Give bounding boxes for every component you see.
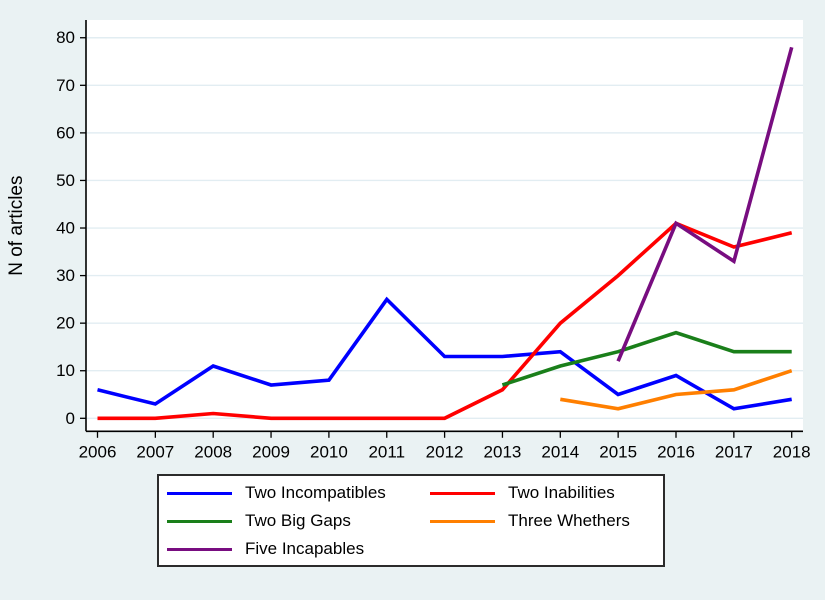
x-tick-label: 2015 [599,442,637,461]
x-tick-label: 2011 [368,442,405,461]
y-tick-label: 50 [56,171,75,190]
legend-label: Two Incompatibles [245,483,386,503]
y-axis-title: N of articles [6,175,27,275]
legend-line-swatch [167,547,232,551]
legend-item-five-incapables: Five Incapables [167,539,430,559]
legend-label: Five Incapables [245,539,365,559]
y-tick-label: 30 [56,266,75,285]
legend-label: Three Whethers [508,511,630,531]
legend-line-swatch [167,491,232,495]
x-tick-label: 2006 [79,442,117,461]
x-tick-label: 2012 [426,442,464,461]
x-tick-label: 2017 [715,442,753,461]
y-tick-label: 80 [56,28,75,47]
x-tick-label: 2014 [541,442,579,461]
x-tick-label: 2010 [310,442,348,461]
y-tick-label: 40 [56,219,75,238]
legend-line-swatch [167,519,232,523]
series-line-two-incompatibles [97,296,792,411]
chart-legend: Two Incompatibles Two Inabilities Two Big … [157,474,665,567]
x-tick-label: 2013 [484,442,522,461]
x-tick-label: 2008 [194,442,232,461]
y-tick-label: 20 [56,314,75,333]
series-line-two-big-gaps [501,330,792,387]
line-chart: 0 10 20 30 40 50 60 70 80 2006 2007 2008 2009 2010 201… [6,20,811,461]
legend-label: Two Big Gaps [245,511,351,531]
legend-label: Two Inabilities [508,483,615,503]
x-tick-label: 2007 [136,442,174,461]
legend-item-two-big-gaps: Two Big Gaps [167,511,430,531]
series-line-five-incapables [616,46,794,362]
series-line-three-whethers [560,368,793,411]
y-tick-label: 10 [56,361,75,380]
legend-item-two-inabilities: Two Inabilities [430,483,663,503]
x-tick-label: 2018 [773,442,811,461]
y-tick-label: 70 [56,76,75,95]
legend-line-swatch [430,491,495,495]
legend-item-three-whethers: Three Whethers [430,511,663,531]
plot-area [86,20,803,432]
legend-line-swatch [430,519,495,523]
legend-item-two-incompatibles: Two Incompatibles [167,483,430,503]
y-tick-label: 0 [66,409,75,428]
x-tick-label: 2009 [252,442,290,461]
y-tick-label: 60 [56,123,75,142]
x-tick-label: 2016 [657,442,695,461]
